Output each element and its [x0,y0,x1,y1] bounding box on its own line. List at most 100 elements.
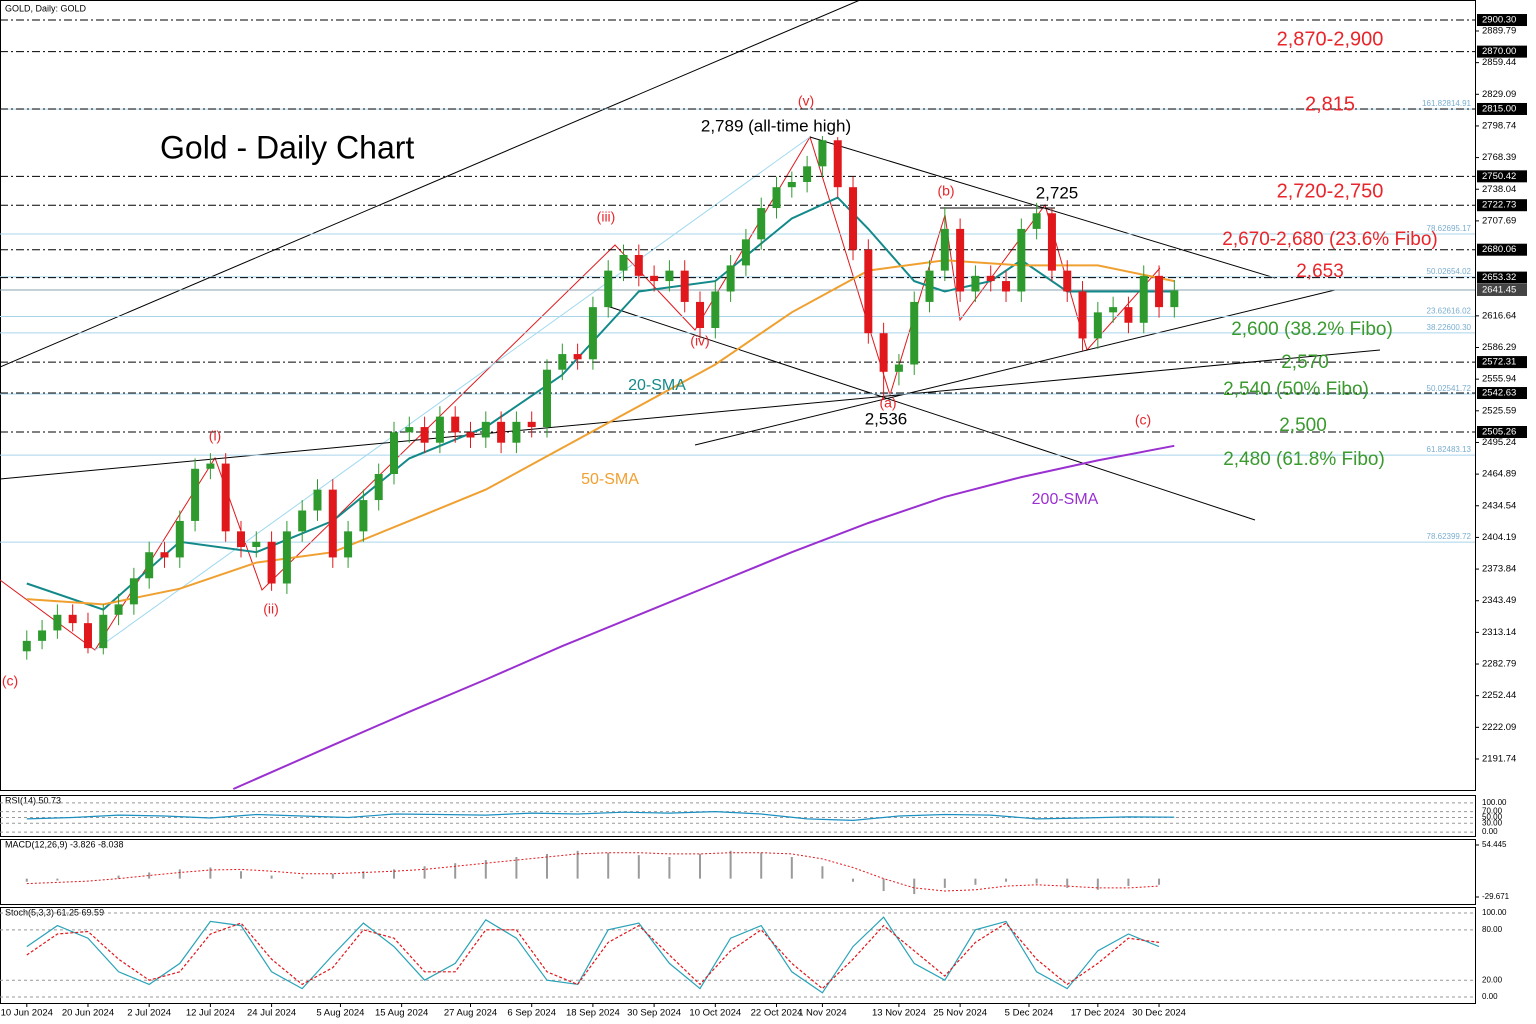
annotation: 2,540 (50% Fibo) [1223,379,1369,400]
candle-body [53,614,62,631]
candle-body [435,416,444,443]
annotation: 2,480 (61.8% Fibo) [1223,449,1385,470]
candle-body [986,275,995,282]
y-tick-label: 100.00 [1482,798,1507,807]
candle-body [328,489,337,558]
symbol-header: GOLD, Daily: GOLD [5,3,87,13]
candle-body [588,307,597,360]
indicator-line [26,810,1175,822]
level-box [1477,426,1527,439]
candle-body [956,228,965,292]
fibo-value: 2399.72 [1442,532,1471,541]
annotation: 2,653 [1296,261,1344,282]
level-box [1477,14,1527,27]
fibo-pct: 50.0 [1427,267,1443,276]
annotation: (iv) [690,333,709,349]
candle-body [573,354,582,360]
level-label: 2653.32 [1482,272,1516,283]
fibo-value: 2695.17 [1442,224,1471,233]
y-tick-label: 2343.49 [1482,595,1516,606]
y-tick-label: 2707.69 [1482,215,1516,226]
fibo-value: 2483.13 [1442,445,1471,454]
x-tick-label: 10 Jun 2024 [1,1008,53,1019]
x-tick-label: 13 Nov 2024 [872,1008,926,1019]
y-tick-label: 2798.74 [1482,120,1516,131]
candle-body [864,249,873,334]
y-tick-label: 2404.19 [1482,532,1516,543]
candle-body [129,578,138,605]
candle-body [252,541,261,548]
candle-body [99,614,108,649]
fibo-pct: 78.6 [1427,224,1443,233]
y-tick-label: 2768.39 [1482,152,1516,163]
annotation: (iii) [597,209,616,225]
x-tick-label: 18 Sep 2024 [566,1008,620,1019]
y-tick-label: 30.00 [1482,818,1503,827]
candle-body [451,416,460,433]
annotation: (b) [937,183,954,199]
annotation: 2,536 [865,409,908,428]
candle-body [925,270,934,302]
fibo-label: 38.22600.30 [1427,323,1472,332]
annotation: 2,600 (38.2% Fibo) [1231,319,1393,340]
rsi-panel [0,795,1476,837]
candle-body [1155,275,1164,308]
annotation: 2,870-2,900 [1277,28,1384,50]
y-tick-label: 50.00 [1482,813,1503,822]
level-box [1477,170,1527,183]
chart-title: Gold - Daily Chart [160,129,414,165]
annotation: 2,815 [1305,93,1355,115]
level-box [1477,243,1527,256]
y-tick-label: 2829.09 [1482,89,1516,100]
candle-body [940,228,949,271]
level-box [1477,356,1527,369]
price-panel [0,0,1476,791]
x-tick-label: 15 Aug 2024 [375,1008,428,1019]
y-tick-label: 80.00 [1482,925,1503,934]
y-tick-label: 70.00 [1482,807,1503,816]
fibo-pct: 161.8 [1422,99,1443,108]
annotation: 2,789 (all-time high) [701,116,851,135]
candle-body [1124,307,1133,323]
x-tick-label: 20 Jun 2024 [62,1008,114,1019]
fibo-label: 161.82814.91 [1422,99,1472,108]
candle-body [665,270,674,282]
candle-body [374,473,383,501]
candle-body [282,531,291,584]
fibo-label: 23.62616.02 [1427,307,1472,316]
fibo-value: 2616.02 [1442,307,1471,316]
annotation: 2,725 [1036,183,1079,202]
y-tick-label: -29.671 [1482,892,1510,901]
y-tick-label: 2464.89 [1482,469,1516,480]
candle-body [1002,281,1011,292]
indicator-line [26,916,1160,994]
x-tick-label: 5 Aug 2024 [316,1008,364,1019]
annotation: (i) [209,428,221,444]
frame [0,0,1476,1004]
fibo-pct: 61.8 [1427,445,1443,454]
level-label: 2870.00 [1482,46,1516,57]
candle-body [696,301,705,328]
level-label: 2815.00 [1482,103,1516,114]
candle-body [466,432,475,438]
y-tick-label: 2313.14 [1482,627,1516,638]
fibo-label: 61.82483.13 [1427,445,1472,454]
candle-body [772,187,781,209]
candle-body [313,489,322,511]
annotation: (v) [798,93,814,109]
candle-body [267,541,276,584]
candle-body [910,301,919,365]
candle-body [726,265,735,292]
signal-line [26,852,1160,892]
trend-line [694,289,1336,446]
fibo-value: 2541.72 [1442,384,1471,393]
x-tick-label: 30 Sep 2024 [627,1008,681,1019]
trend-line [0,0,861,368]
y-tick-label: 2616.64 [1482,310,1516,321]
y-tick-label: 2586.29 [1482,342,1516,353]
y-tick-label: 2252.44 [1482,690,1516,701]
candle-body [833,140,842,188]
candle-body [344,531,353,558]
level-label: 2542.63 [1482,388,1516,399]
